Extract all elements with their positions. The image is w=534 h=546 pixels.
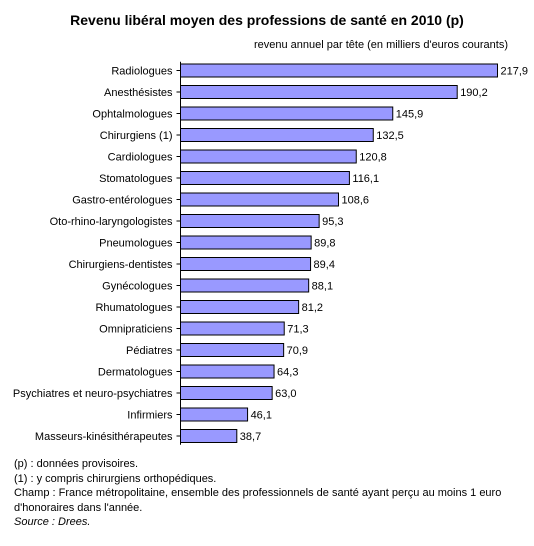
category-label: Infirmiers xyxy=(127,410,173,422)
bar xyxy=(180,63,498,78)
bar xyxy=(180,106,394,121)
category-label: Masseurs-kinésithérapeutes xyxy=(35,431,173,443)
bar xyxy=(180,85,458,99)
chart-subtitle: revenu annuel par tête (en milliers d'eu… xyxy=(253,39,508,51)
category-label: Chirurgiens (1) xyxy=(100,130,173,142)
category-label: Ophtalmologues xyxy=(92,109,173,121)
source-note: Source : Drees. xyxy=(14,516,91,528)
category-label: Pédiatres xyxy=(126,345,173,357)
value-label: 190,2 xyxy=(460,87,488,99)
value-label: 120,8 xyxy=(359,152,387,164)
bar xyxy=(180,429,238,443)
value-label: 81,2 xyxy=(302,302,323,314)
value-label: 64,3 xyxy=(277,367,298,379)
bar xyxy=(180,214,320,228)
value-label: 46,1 xyxy=(251,410,272,422)
category-label: Omnipraticiens xyxy=(99,324,173,336)
bar xyxy=(180,149,357,164)
value-label: 70,9 xyxy=(287,345,308,357)
chart-title: Revenu libéral moyen des professions de … xyxy=(70,12,464,28)
bar xyxy=(180,321,285,336)
value-label: 116,1 xyxy=(352,173,379,185)
bar xyxy=(180,257,312,271)
value-label: 132,5 xyxy=(376,130,404,142)
category-label: Chirurgiens-dentistes xyxy=(69,259,173,271)
bar xyxy=(180,343,285,357)
value-label: 89,4 xyxy=(314,259,335,271)
category-label: Radiologues xyxy=(111,66,173,78)
bar xyxy=(180,300,300,314)
value-label: 145,9 xyxy=(396,109,424,121)
category-label: Psychiatres et neuro-psychiatres xyxy=(13,388,173,400)
bar xyxy=(180,386,273,400)
value-label: 95,3 xyxy=(322,216,343,228)
chart-notes: (p) : données provisoires. (1) : y compr… xyxy=(14,457,519,530)
note-surgeons: (1) : y compris chirurgiens orthopédique… xyxy=(14,472,217,485)
value-label: 71,3 xyxy=(287,324,308,336)
bar xyxy=(180,128,374,142)
note-scope-continued: d'honoraires dans l'année. xyxy=(14,501,143,514)
value-label: 217,9 xyxy=(501,66,529,78)
category-label: Anesthésistes xyxy=(104,87,173,99)
category-label: Rhumatologues xyxy=(95,302,173,314)
bar xyxy=(180,171,350,185)
category-label: Cardiologues xyxy=(108,152,173,164)
value-label: 88,1 xyxy=(312,281,333,293)
bar xyxy=(180,192,339,207)
value-label: 63,0 xyxy=(275,388,296,400)
bar xyxy=(180,235,312,250)
bar xyxy=(180,278,310,293)
bar xyxy=(180,364,275,379)
category-label: Gastro-entérologues xyxy=(72,195,173,207)
category-label: Dermatologues xyxy=(98,367,173,379)
category-label: Gynécologues xyxy=(102,281,173,293)
category-label: Stomatologues xyxy=(99,173,173,185)
category-label: Pneumologues xyxy=(99,238,173,250)
category-label: Oto-rhino-laryngologistes xyxy=(50,216,173,228)
value-label: 89,8 xyxy=(314,238,335,250)
note-scope: Champ : France métropolitaine, ensemble … xyxy=(14,487,502,499)
bar xyxy=(180,407,249,422)
value-label: 108,6 xyxy=(341,195,369,207)
value-label: 38,7 xyxy=(240,431,261,443)
note-provisional: (p) : données provisoires. xyxy=(14,458,139,470)
